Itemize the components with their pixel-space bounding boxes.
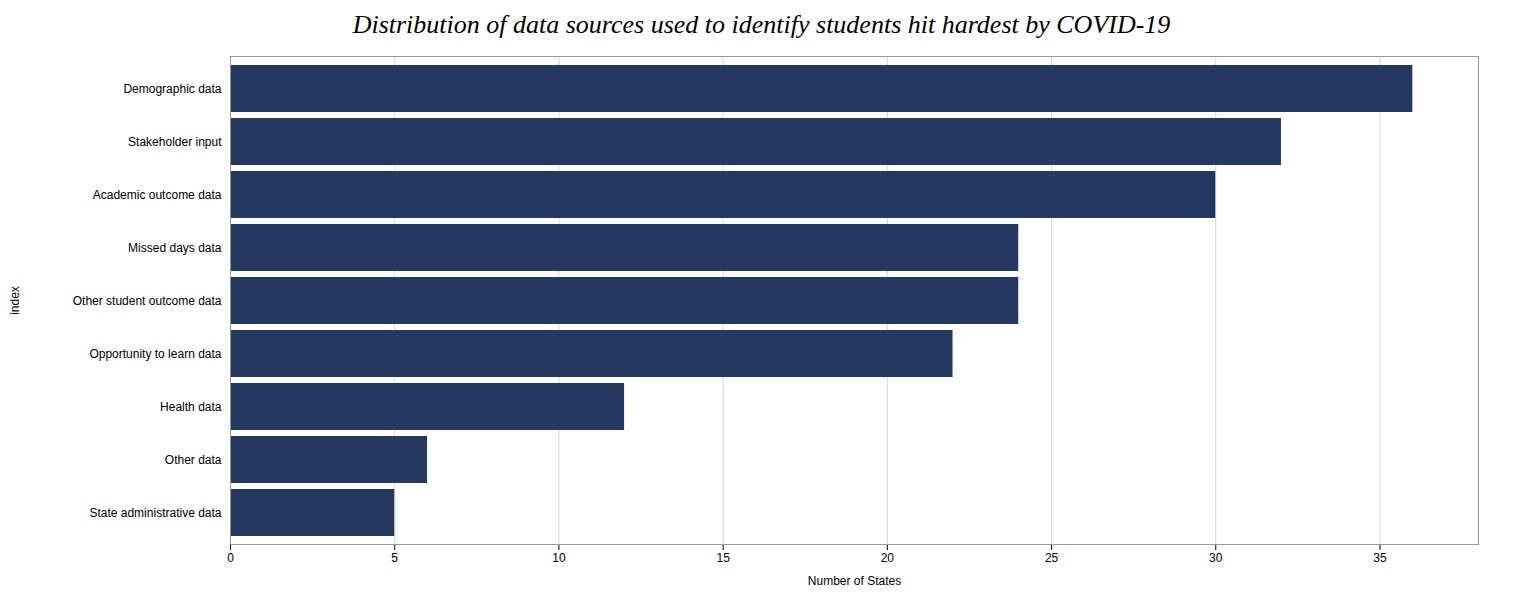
svg-text:Academic outcome data: Academic outcome data: [93, 188, 222, 202]
svg-text:0: 0: [227, 551, 234, 565]
svg-text:10: 10: [552, 551, 566, 565]
svg-text:30: 30: [1209, 551, 1223, 565]
svg-text:Stakeholder input: Stakeholder input: [128, 135, 222, 149]
svg-text:Demographic data: Demographic data: [123, 82, 221, 96]
svg-text:35: 35: [1373, 551, 1387, 565]
svg-text:15: 15: [716, 551, 730, 565]
svg-text:25: 25: [1045, 551, 1059, 565]
html-text:Distribution of data sources u: Distribution of data sources used to ide…: [352, 10, 1171, 39]
svg-text:Opportunity to learn data: Opportunity to learn data: [89, 347, 221, 361]
svg-text:Missed days data: Missed days data: [128, 241, 222, 255]
svg-text:State administrative data: State administrative data: [89, 506, 221, 520]
svg-text:Other data: Other data: [165, 453, 222, 467]
svg-text:20: 20: [881, 551, 895, 565]
svg-text:5: 5: [391, 551, 398, 565]
svg-text:Number of States: Number of States: [808, 574, 901, 588]
svg-text:Health data: Health data: [160, 400, 222, 414]
svg-text:index: index: [8, 286, 22, 315]
svg-text:Other student outcome data: Other student outcome data: [73, 294, 222, 308]
